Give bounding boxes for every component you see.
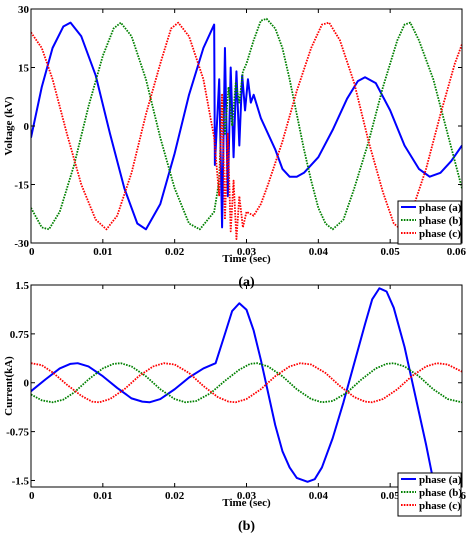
x-tick-label: 0.05	[381, 246, 401, 258]
legend-box	[397, 472, 462, 517]
series-line-phaseb	[31, 362, 462, 404]
legend-box	[397, 200, 462, 245]
y-axis-label: Current(kA)	[3, 356, 15, 416]
x-tick-label: 0	[29, 246, 35, 258]
x-tick-label: 0.03	[237, 490, 257, 502]
voltage-chart: 0 0.01 0.02 0.03 0.04 0.05 0.06 -30 -15 0 15 30 Time…	[3, 4, 467, 290]
y-tick-label: 1.5	[15, 280, 29, 292]
legend-entry-label: phase (b)	[419, 487, 462, 499]
current-chart: 00.010.020.030.040.050.06-1.5-0.7500.751…	[3, 280, 467, 534]
y-tick-label: -15	[14, 180, 29, 192]
x-tick-label: 0.01	[93, 490, 112, 502]
legend: phase (a)phase (b)phase (c)	[397, 472, 462, 517]
legend-entry-label: phase (a)	[419, 202, 462, 214]
series-line-phasec	[31, 21, 462, 240]
series-line-phasea	[31, 21, 462, 231]
y-tick-label: 0.75	[10, 329, 30, 341]
series-line-phasea	[31, 287, 435, 483]
x-tick-label: 0.04	[309, 490, 329, 502]
x-tick-label: 0.01	[93, 246, 112, 258]
x-tick-label: 0.02	[165, 490, 185, 502]
x-tick-label: 0.05	[381, 490, 401, 502]
y-axis-label: Voltage (kV)	[3, 96, 15, 156]
legend: phase (a)phase (b)phase (c)	[397, 200, 462, 245]
series-line-phasec	[31, 362, 462, 404]
x-tick-label: 0.04	[309, 246, 329, 258]
y-tick-label: -0.75	[6, 427, 29, 439]
panel-label: (b)	[238, 519, 255, 534]
y-tick-label: -1.5	[12, 475, 30, 487]
y-tick-label: 30	[18, 4, 30, 16]
y-tick-label: -30	[14, 238, 29, 250]
y-tick-label: 15	[18, 63, 30, 75]
x-tick-label: 0.03	[237, 246, 257, 258]
legend-entry-label: phase (a)	[419, 474, 462, 486]
plot-frame	[30, 284, 463, 488]
x-axis-label: Time (sec)	[222, 497, 271, 509]
panel-label: (a)	[238, 275, 255, 290]
x-tick-label: 0.06	[447, 246, 467, 258]
series-line-phaseb	[31, 17, 462, 231]
x-tick-label: 0	[29, 490, 35, 502]
legend-entry-label: phase (c)	[419, 500, 461, 512]
x-tick-label: 0.02	[165, 246, 185, 258]
legend-entry-label: phase (b)	[419, 215, 462, 227]
y-tick-label: 0	[24, 121, 30, 133]
y-tick-label: 0	[24, 378, 30, 390]
legend-entry-label: phase (c)	[419, 228, 461, 240]
x-axis-label: Time (sec)	[222, 253, 271, 265]
